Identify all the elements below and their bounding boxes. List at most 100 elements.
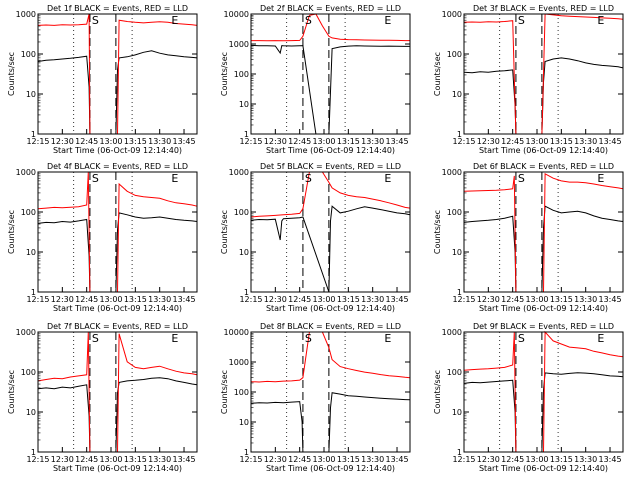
x-tick-label: 13:15 [124,295,147,304]
x-tick-label: 13:30 [574,137,597,146]
y-tick-label: 100 [21,208,36,217]
x-tick-label: 12:30 [51,455,74,464]
series-events [250,392,411,453]
x-tick-label: 12:15 [452,455,475,464]
marker-e: E [597,172,604,185]
y-tick-label: 10000 [224,328,249,337]
x-tick-label: 12:45 [75,455,98,464]
x-tick-label: 13:30 [574,455,597,464]
x-tick-label: 12:15 [452,137,475,146]
panel-title: Det 2f BLACK = Events, RED = LLD [260,4,401,13]
plot-frame [250,171,411,293]
x-tick-label: 13:45 [172,137,195,146]
y-tick-label: 1 [31,288,36,297]
y-tick-label: 1000 [442,10,462,19]
series-lld [463,172,624,293]
series-lld [463,13,624,135]
x-tick-label: 12:30 [264,295,287,304]
x-tick-label: 13:00 [312,137,335,146]
x-tick-label: 13:45 [598,137,621,146]
x-tick-label: 12:45 [75,295,98,304]
x-tick-label: 13:00 [312,295,335,304]
y-tick-label: 10 [452,248,462,257]
x-tick-label: 12:15 [239,455,262,464]
y-tick-label: 1000 [229,358,249,367]
series-lld [251,13,410,42]
y-tick-label: 100 [234,208,249,217]
x-tick-label: 13:30 [574,295,597,304]
x-axis-label: Start Time (06-Oct-09 12:14:40) [53,464,182,473]
y-tick-label: 1 [31,130,36,139]
marker-e: E [384,332,391,345]
series-events [463,57,624,135]
y-tick-label: 10 [26,90,36,99]
x-tick-label: 12:30 [477,295,500,304]
y-axis-label: Counts/sec [433,210,442,254]
y-axis-label: Counts/sec [220,210,229,254]
x-axis-label: Start Time (06-Oct-09 12:14:40) [53,304,182,313]
x-tick-label: 13:15 [550,455,573,464]
plot-frame [250,13,411,135]
marker-e: E [171,172,178,185]
marker-s: S [305,332,312,345]
x-tick-label: 12:45 [288,137,311,146]
y-tick-label: 1 [244,448,249,457]
series-lld [250,171,411,218]
y-tick-label: 100 [21,50,36,59]
x-tick-label: 12:15 [239,295,262,304]
x-tick-label: 13:00 [99,137,122,146]
series-events [250,44,410,135]
y-tick-label: 100 [234,70,249,79]
x-tick-label: 12:15 [239,137,262,146]
y-tick-label: 1 [244,130,249,139]
y-axis-label: Counts/sec [7,52,16,96]
y-tick-label: 1 [457,288,462,297]
x-tick-label: 13:00 [525,137,548,146]
x-tick-label: 13:30 [361,137,384,146]
x-axis-label: Start Time (06-Oct-09 12:14:40) [479,464,608,473]
x-axis-label: Start Time (06-Oct-09 12:14:40) [266,464,395,473]
marker-s: S [518,332,525,345]
plot-frame [37,13,198,135]
series-events [250,205,411,293]
marker-e: E [597,14,604,27]
x-tick-label: 13:00 [525,295,548,304]
y-tick-label: 1000 [16,10,36,19]
x-tick-label: 13:30 [361,455,384,464]
plot-frame [463,331,624,453]
y-tick-label: 100 [21,368,36,377]
plot-frame [250,331,411,453]
y-tick-label: 1 [457,130,462,139]
y-tick-label: 1000 [442,328,462,337]
marker-s: S [305,172,312,185]
x-tick-label: 12:45 [75,137,98,146]
marker-s: S [92,14,99,27]
x-tick-label: 13:45 [385,137,408,146]
plot-frame [463,13,624,135]
x-axis-label: Start Time (06-Oct-09 12:14:40) [266,146,395,155]
y-tick-label: 10000 [224,10,249,19]
x-tick-label: 12:15 [452,295,475,304]
y-axis-label: Counts/sec [220,52,229,96]
series-lld [37,13,198,135]
series-lld [37,171,198,293]
x-axis-label: Start Time (06-Oct-09 12:14:40) [479,304,608,313]
x-tick-label: 13:30 [148,455,171,464]
x-tick-label: 13:15 [337,137,360,146]
marker-e: E [384,172,391,185]
y-tick-label: 1000 [442,168,462,177]
plot-frame [37,331,198,453]
x-tick-label: 13:45 [598,455,621,464]
y-tick-label: 10 [452,408,462,417]
x-tick-label: 12:30 [51,295,74,304]
y-tick-label: 10 [239,248,249,257]
y-tick-label: 10 [26,408,36,417]
x-tick-label: 13:30 [148,137,171,146]
y-tick-label: 1000 [229,168,249,177]
